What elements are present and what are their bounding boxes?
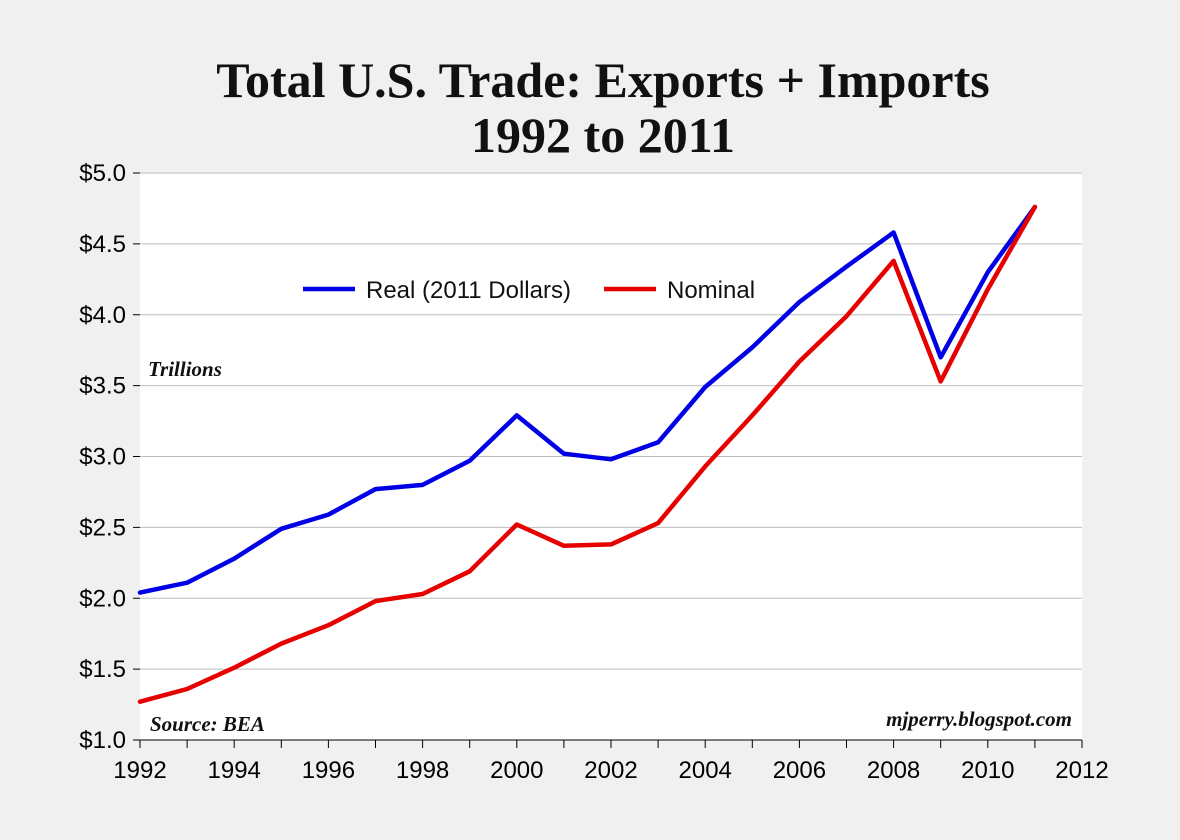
x-tick-label: 2008 — [867, 757, 920, 784]
x-tick-label: 1992 — [113, 757, 166, 784]
y-tick-label: $5.0 — [79, 160, 126, 187]
legend-label: Nominal — [667, 277, 755, 304]
series-lines — [137, 204, 1038, 704]
x-tick-label: 2012 — [1055, 757, 1108, 784]
y-tick-label: $3.0 — [79, 444, 126, 471]
legend-label: Real (2011 Dollars) — [366, 277, 571, 304]
y-tick-label: $4.5 — [79, 231, 126, 258]
x-tick-label: 1994 — [208, 757, 261, 784]
x-tick-label: 2004 — [679, 757, 732, 784]
series-line-real — [137, 204, 1038, 595]
chart-subtitle: 1992 to 2011 — [471, 107, 735, 163]
x-tick-label: 1996 — [302, 757, 355, 784]
y-tick-label: $1.5 — [79, 656, 126, 683]
series-line-nominal — [137, 204, 1038, 704]
x-tick-label: 2006 — [773, 757, 826, 784]
y-tick-label: $2.5 — [79, 514, 126, 541]
y-tick-label: $1.0 — [79, 727, 126, 754]
axes: $1.0 $1.5 $2.0 $2.5 $3.0 $3.5 $4.0 $4.5 $5.0 1992… — [79, 160, 1108, 784]
legend: Real (2011 Dollars) Nominal — [303, 277, 755, 304]
x-tick-label: 2000 — [490, 757, 543, 784]
watermark: mjperry.blogspot.com — [886, 707, 1072, 731]
x-tick-label: 2010 — [961, 757, 1014, 784]
y-tick-label: $4.0 — [79, 302, 126, 329]
x-tick-label: 1998 — [396, 757, 449, 784]
source-note: Source: BEA — [150, 712, 265, 736]
unit-note: Trillions — [148, 357, 222, 381]
grid-lines — [140, 172, 1082, 670]
y-tick-label: $2.0 — [79, 585, 126, 612]
chart-title: Total U.S. Trade: Exports + Imports — [216, 52, 989, 108]
y-tick-label: $3.5 — [79, 373, 126, 400]
x-tick-label: 2002 — [584, 757, 637, 784]
